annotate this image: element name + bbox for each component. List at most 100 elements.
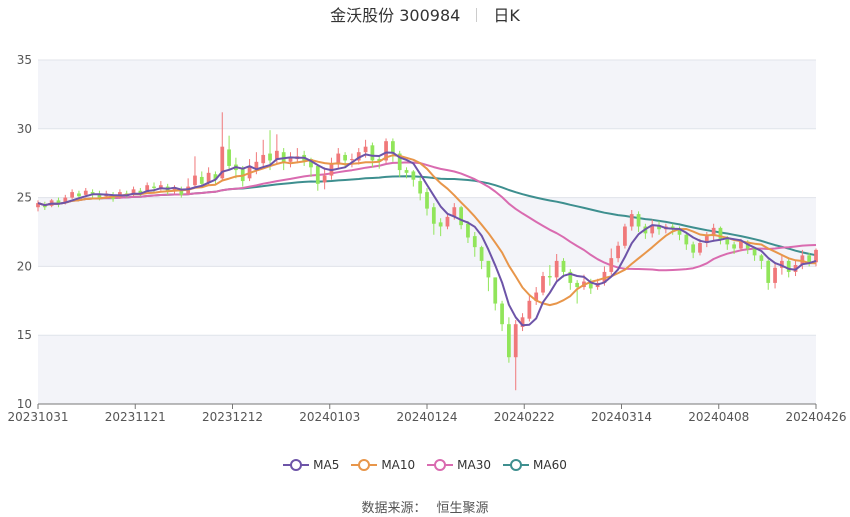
candle-body bbox=[725, 238, 730, 245]
candle bbox=[534, 287, 539, 305]
candle-body bbox=[479, 247, 484, 261]
candle bbox=[766, 259, 771, 290]
x-tick-label: 20240103 bbox=[299, 410, 360, 424]
candle-body bbox=[363, 146, 368, 153]
chart-title-bar: 金沃股份 300984 日K bbox=[0, 4, 850, 28]
candle-body bbox=[636, 214, 641, 227]
candle bbox=[561, 258, 566, 278]
legend-label: MA5 bbox=[313, 458, 340, 472]
candle-body bbox=[657, 225, 661, 230]
candle bbox=[472, 232, 477, 257]
candle bbox=[609, 248, 614, 275]
candle-body bbox=[561, 260, 566, 272]
candle bbox=[486, 260, 491, 292]
candle-body bbox=[623, 226, 627, 246]
candle-body bbox=[766, 260, 771, 283]
candle-body bbox=[698, 243, 702, 253]
candle-body bbox=[411, 171, 416, 180]
title-separator bbox=[476, 8, 478, 22]
candle-body bbox=[97, 193, 102, 198]
candle-body bbox=[261, 154, 266, 164]
candle bbox=[527, 295, 532, 322]
candle bbox=[186, 178, 191, 195]
candle-body bbox=[466, 223, 470, 238]
candle-body bbox=[227, 149, 231, 166]
candle-body bbox=[179, 189, 184, 195]
candle bbox=[657, 220, 661, 235]
candle bbox=[391, 138, 395, 162]
candle bbox=[814, 248, 818, 267]
candle bbox=[36, 200, 40, 212]
candle bbox=[513, 320, 518, 391]
candle bbox=[411, 170, 416, 187]
candle bbox=[752, 247, 757, 261]
legend-label: MA10 bbox=[381, 458, 416, 472]
candle-body bbox=[131, 189, 136, 195]
candle-body bbox=[711, 227, 716, 237]
ma5-line bbox=[37, 151, 817, 327]
candle-body bbox=[152, 186, 156, 188]
candle-body bbox=[704, 236, 709, 244]
x-tick-label: 20231121 bbox=[105, 410, 166, 424]
plot-band bbox=[38, 60, 816, 129]
candle-body bbox=[206, 172, 211, 183]
candle bbox=[773, 262, 777, 289]
candle bbox=[616, 241, 620, 263]
legend: MA5 MA10 MA30 MA60 bbox=[0, 458, 850, 472]
candle bbox=[227, 135, 231, 171]
candle-body bbox=[445, 216, 450, 227]
source-name: 恒生聚源 bbox=[436, 501, 489, 516]
candle-body bbox=[213, 174, 218, 180]
candle bbox=[172, 185, 177, 194]
legend-item-ma60[interactable]: MA60 bbox=[503, 458, 567, 472]
period-label: 日K bbox=[493, 6, 520, 25]
candle-body bbox=[431, 207, 436, 224]
candle bbox=[329, 157, 334, 180]
candle-body bbox=[254, 161, 259, 169]
legend-marker-icon bbox=[283, 459, 310, 471]
candle-body bbox=[459, 207, 463, 226]
candle bbox=[541, 271, 545, 296]
legend-label: MA60 bbox=[533, 458, 567, 472]
candle bbox=[575, 280, 580, 304]
candle-body bbox=[199, 176, 204, 184]
plot-band bbox=[38, 335, 816, 404]
legend-marker-icon bbox=[427, 459, 454, 471]
candle bbox=[404, 167, 409, 179]
candle-body bbox=[718, 227, 723, 239]
candle bbox=[438, 218, 443, 237]
candle bbox=[520, 313, 525, 332]
x-tick-label: 20240426 bbox=[785, 410, 846, 424]
y-tick-label: 35 bbox=[17, 53, 32, 67]
source-label: 数据来源： bbox=[361, 501, 427, 516]
candle-body bbox=[315, 165, 320, 184]
candle-body bbox=[193, 175, 197, 186]
candle-body bbox=[500, 303, 504, 325]
moving-average-lines-front bbox=[37, 151, 817, 327]
legend-item-ma30[interactable]: MA30 bbox=[427, 458, 491, 472]
ma10-line bbox=[37, 154, 817, 307]
y-tick-label: 30 bbox=[17, 122, 32, 136]
candle-body bbox=[274, 150, 279, 160]
candle-body bbox=[336, 153, 341, 165]
candle-body bbox=[609, 258, 614, 272]
x-tick-label: 20231212 bbox=[202, 410, 263, 424]
candle-body bbox=[377, 159, 382, 162]
candle-body bbox=[138, 190, 143, 194]
candle bbox=[554, 254, 559, 282]
candle-body bbox=[616, 245, 620, 259]
candle-body bbox=[438, 222, 443, 227]
candle-body bbox=[534, 292, 539, 301]
legend-item-ma5[interactable]: MA5 bbox=[283, 458, 339, 472]
candle bbox=[507, 317, 511, 363]
candle bbox=[56, 197, 61, 208]
candle-body bbox=[77, 193, 81, 197]
candle-body bbox=[384, 141, 388, 161]
legend-item-ma10[interactable]: MA10 bbox=[351, 458, 415, 472]
legend-marker-icon bbox=[351, 459, 378, 471]
candle bbox=[247, 159, 252, 182]
candle bbox=[350, 153, 354, 168]
candle bbox=[466, 220, 470, 244]
candle bbox=[261, 139, 266, 169]
chart-title: 金沃股份 300984 bbox=[330, 6, 461, 25]
